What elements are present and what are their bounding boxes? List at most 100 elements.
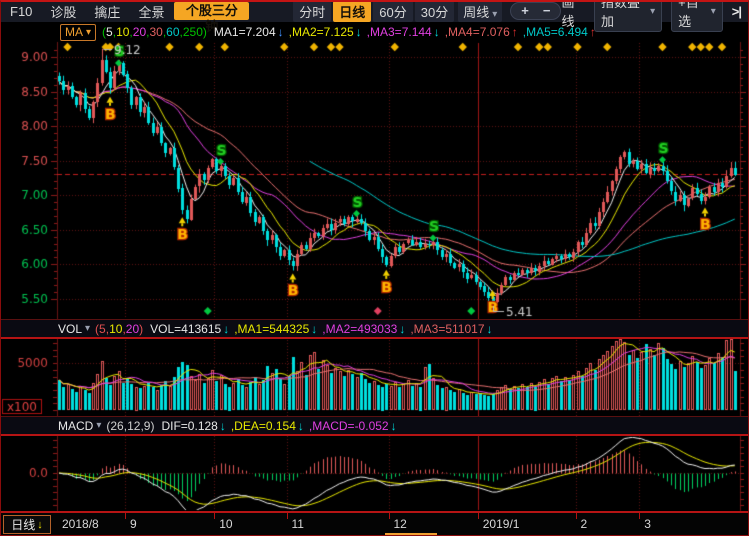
indicator-value-text: ,MA3=511017 (410, 321, 485, 336)
zoom-pill: + − (510, 2, 562, 20)
paren: ( (106, 418, 111, 433)
date-tick (575, 513, 577, 519)
period-selector-label: 日线 (11, 518, 36, 532)
arrow-down-icon: ↓ (399, 321, 406, 336)
vol-dropdown-label: VOL (58, 321, 83, 336)
arrow-down-icon: ↓ (219, 418, 226, 433)
indicator-value: DIF=0.128 ↓ (161, 419, 228, 433)
chevron-down-icon: ▾ (650, 5, 656, 17)
indicator-value-text: MA1=7.204 (213, 25, 276, 39)
tab-30min[interactable]: 30分 (414, 0, 455, 22)
zoom-in-button[interactable]: + (521, 3, 529, 18)
chevron-down-icon: ▾ (86, 26, 92, 38)
toolbar-menu-item[interactable]: 全景 (138, 4, 165, 20)
tab-60min[interactable]: 60分 (373, 0, 413, 22)
indicator-param: 30 (149, 25, 163, 39)
toolbar-menu-item[interactable]: 擒庄 (94, 4, 121, 20)
vol-params: (5,10,20) (95, 322, 143, 336)
period-tab-group: 分时 日线 60分 30分 (293, 0, 455, 22)
date-label: 2018/8 (62, 517, 99, 531)
date-label: 2 (580, 517, 588, 531)
indicator-value: ,MA1=544325 ↓ (234, 322, 320, 336)
date-axis-bar: 日线 ↓ 2018/8 9 10 11 12 2019/1 2 3 (0, 511, 749, 536)
paren: ) (139, 321, 144, 336)
indicator-param: 12 (127, 418, 141, 433)
vol-indicator-row: VOL ▾ (5,10,20) VOL=413615 ↓ ,MA1=544325 ↓ ,M… (0, 319, 749, 339)
stock-3min-button[interactable]: 个股三分钟 (174, 2, 250, 34)
paren: , (122, 321, 126, 336)
chevron-down-icon: ▾ (85, 323, 91, 334)
macd-params: (26,12,9) (106, 419, 154, 433)
arrow-down-icon: ↓ (297, 418, 304, 433)
indicator-value-text: DIF=0.128 (161, 418, 218, 433)
chevron-down-icon: ▾ (710, 5, 716, 17)
ma-dropdown[interactable]: MA ▾ (60, 23, 97, 41)
toolbar-menu-item[interactable]: F10 (10, 3, 33, 19)
chevron-down-icon: ▾ (492, 8, 498, 20)
date-tick (639, 513, 641, 519)
index-overlay-button[interactable]: 指数叠加 ▾ (593, 0, 663, 32)
indicator-value: MA1=7.204 ↓ (214, 25, 287, 39)
top-toolbar: F10 诊股 擒庄 全景 个股三分钟 分时 日线 60分 30分 周线 ▾ + − 画线 指数… (0, 0, 749, 34)
paren: , (105, 321, 110, 336)
paren: , (162, 25, 167, 39)
macd-dropdown[interactable]: MACD ▾ (58, 419, 101, 433)
date-label: 12 (393, 517, 407, 531)
date-tick (477, 513, 479, 519)
indicator-param: 250 (182, 25, 203, 39)
indicator-param: 20 (125, 321, 140, 336)
date-label: 9 (130, 517, 137, 531)
indicator-value: ,DEA=0.154 ↓ (231, 419, 307, 433)
paren: , (146, 25, 150, 39)
date-tick (286, 513, 288, 519)
date-tick (388, 513, 390, 519)
date-label: 10 (219, 517, 233, 531)
paren: , (129, 25, 133, 39)
tab-daily[interactable]: 日线 (333, 0, 372, 22)
indicator-value-text: ,MA4=7.076 (444, 25, 510, 39)
arrow-down-icon: ↓ (355, 25, 362, 39)
indicator-value: VOL=413615 ↓ (150, 322, 232, 336)
arrow-down-icon: ↓ (390, 418, 397, 433)
ma-values: MA1=7.204 ↓ ,MA2=7.125 ↓ ,MA3=7.144 ↓ ,MA4=7.0… (214, 25, 601, 39)
indicator-param: 5 (99, 321, 106, 336)
tab-minute[interactable]: 分时 (293, 0, 332, 22)
indicator-value-text: ,MA5=6.494 (522, 25, 588, 39)
arrow-down-icon: ↓ (37, 518, 43, 531)
date-tick (125, 513, 126, 519)
toolbar-menu: F10 诊股 擒庄 全景 (0, 2, 164, 21)
toolbar-menu-item[interactable]: 诊股 (50, 4, 77, 20)
period-selector[interactable]: 日线 ↓ (3, 515, 51, 534)
indicator-value-text: ,MACD=-0.052 (308, 418, 389, 433)
indicator-value-text: ,MA1=544325 (234, 321, 310, 336)
date-label: 11 (291, 517, 304, 531)
paren: ) (202, 25, 207, 39)
ma-params: (5,10,20,30,60,250) (102, 25, 207, 39)
paren: , (140, 418, 144, 433)
tab-weekly-label: 周线 (463, 4, 490, 20)
arrow-down-icon: ↓ (433, 25, 440, 39)
indicator-value: ,MA3=511017 ↓ (410, 322, 495, 336)
indicator-value-text: VOL=413615 (150, 321, 222, 336)
tab-weekly[interactable]: 周线 ▾ (458, 0, 503, 22)
zoom-out-button[interactable]: − (542, 3, 551, 18)
indicator-value: ,MA4=7.076 ↑ (445, 25, 521, 39)
paren: , (112, 25, 117, 39)
paren: ) (150, 418, 155, 433)
indicator-value: ,MA2=7.125 ↓ (289, 25, 365, 39)
index-overlay-label: 指数叠加 (600, 0, 640, 29)
panel-collapse-icon[interactable]: >| (731, 3, 742, 19)
paren: , (123, 418, 128, 433)
indicator-param: 9 (143, 418, 151, 433)
add-watchlist-button[interactable]: +自选 ▾ (671, 0, 723, 32)
arrow-down-icon: ↓ (223, 321, 230, 336)
indicator-param: 10 (116, 25, 130, 39)
indicator-value-text: ,DEA=0.154 (230, 418, 296, 433)
ma-dropdown-label: MA (65, 25, 83, 39)
draw-line-button[interactable]: 画线 (561, 0, 575, 29)
scrollbar-thumb[interactable] (385, 533, 437, 536)
paren: , (179, 25, 183, 39)
vol-dropdown[interactable]: VOL ▾ (58, 322, 90, 336)
arrow-up-icon: ↑ (589, 25, 596, 39)
